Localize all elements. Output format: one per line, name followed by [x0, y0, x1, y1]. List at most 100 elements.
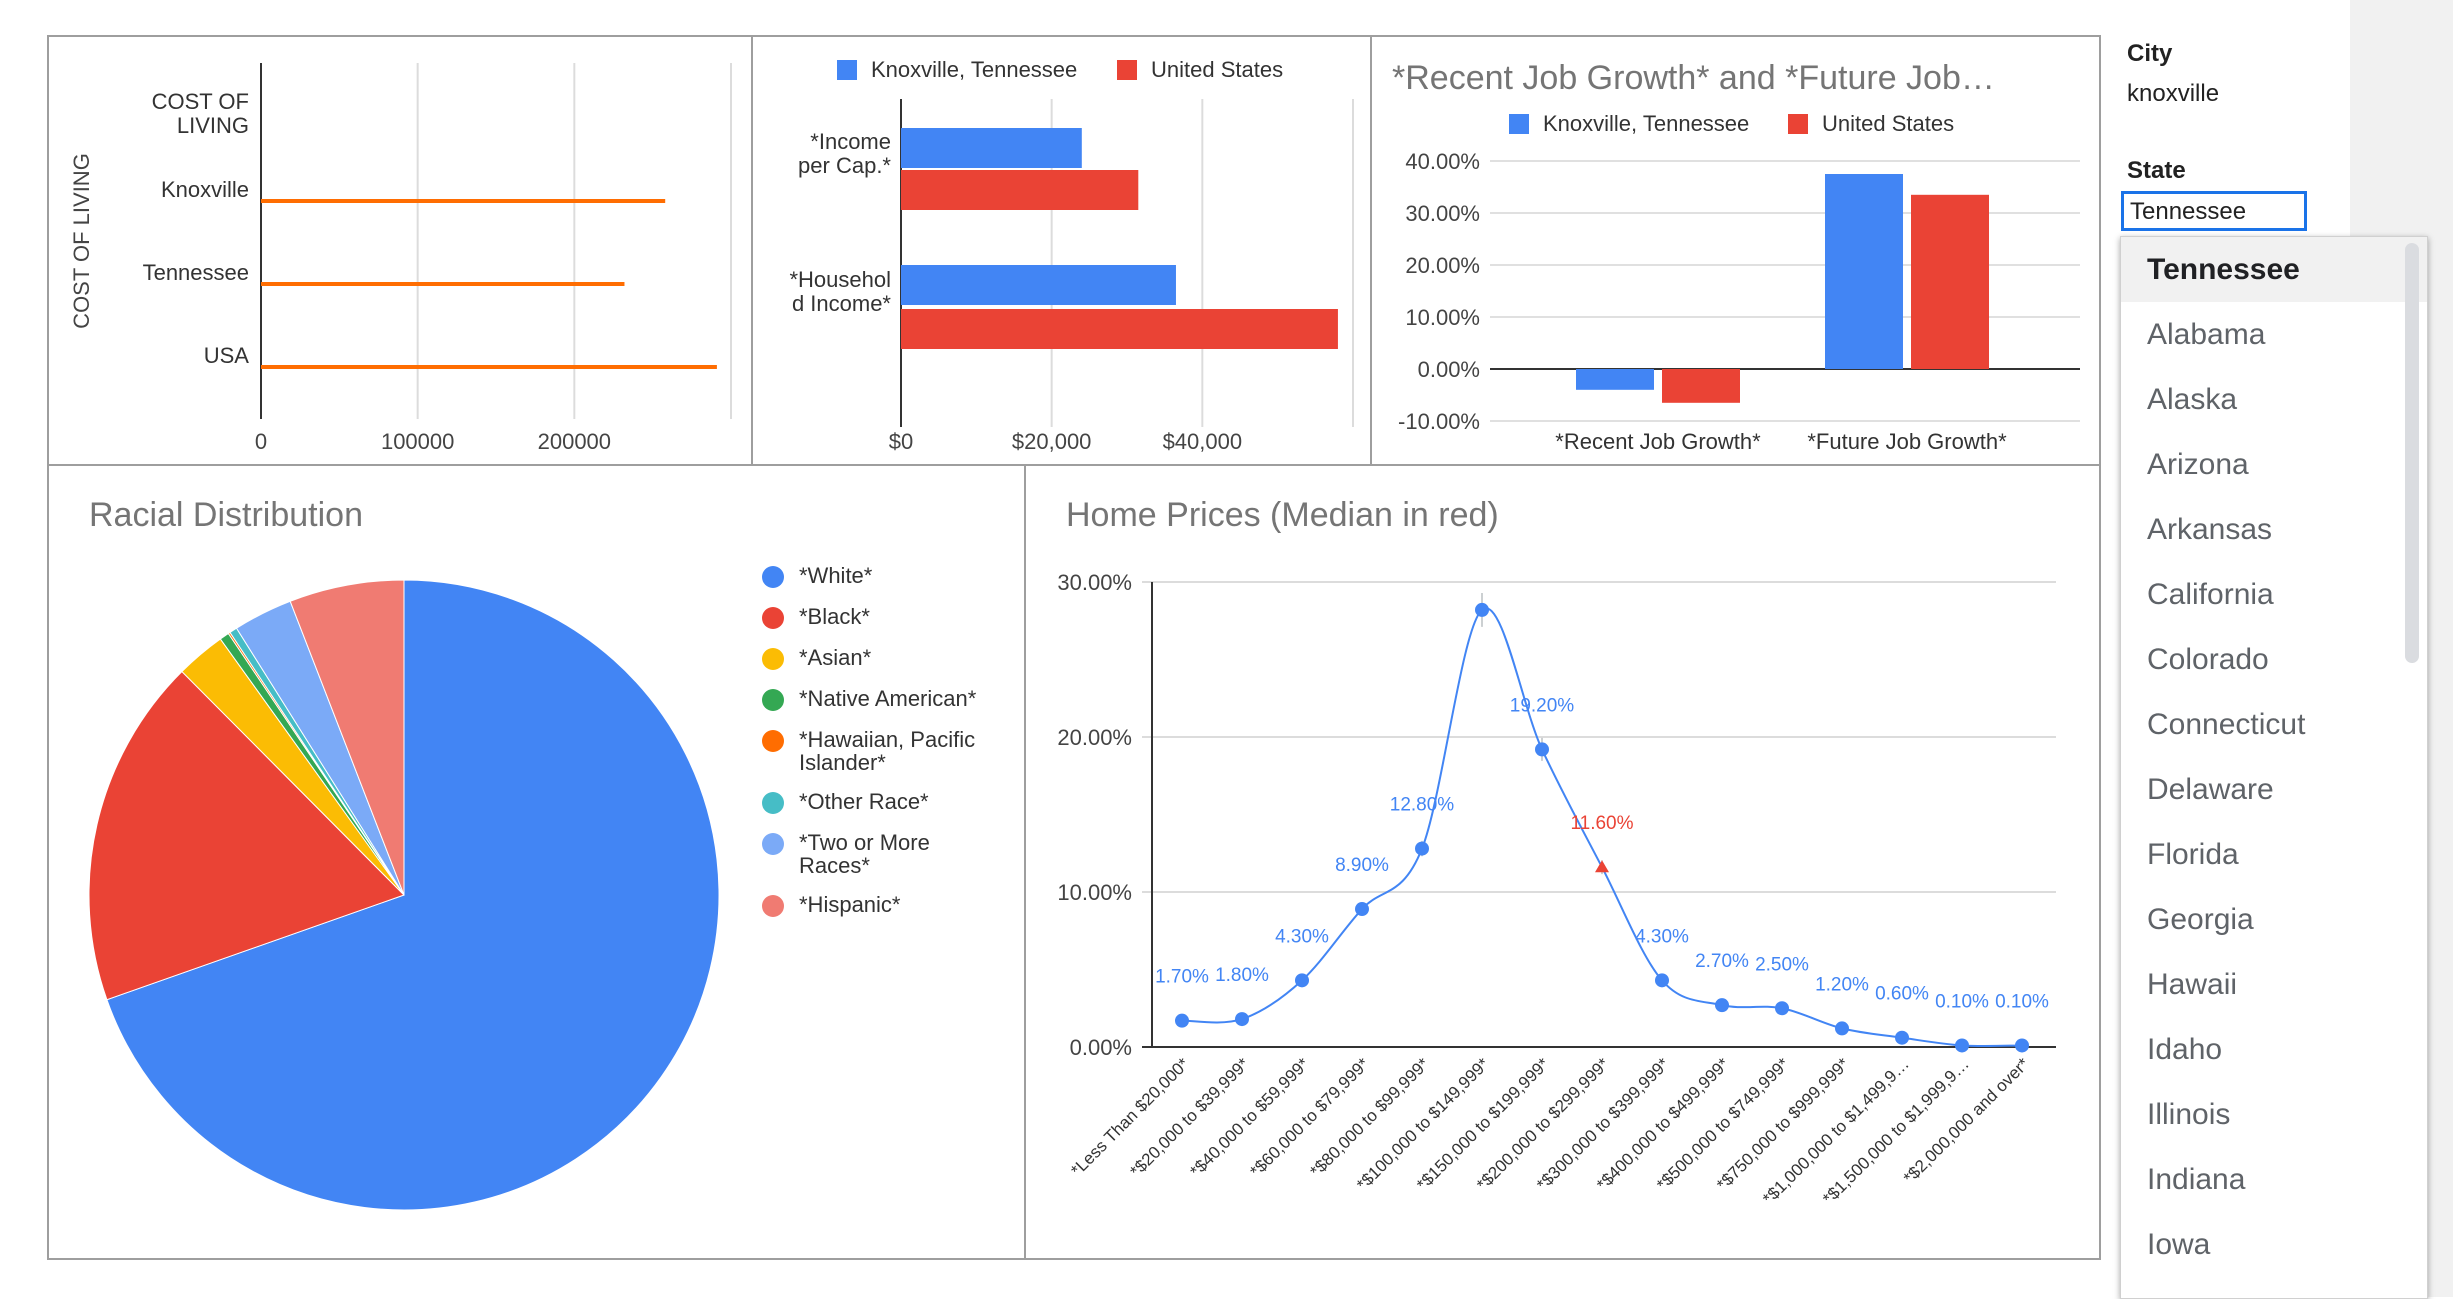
y-tick-label: 10.00% — [1405, 305, 1480, 330]
legend-swatch — [762, 730, 784, 752]
data-point — [1355, 902, 1369, 917]
data-label: 12.80% — [1390, 795, 1455, 816]
dropdown-scrollbar[interactable] — [2405, 243, 2419, 663]
dropdown-option[interactable]: Alaska — [2147, 383, 2238, 416]
legend-label: Islander* — [799, 750, 886, 775]
data-point — [1655, 973, 1669, 988]
income-chart: $0 $20,000 $40,000 Knoxville, Tennessee Unit… — [751, 35, 1372, 466]
y-category-label: Tennessee — [143, 260, 249, 285]
dropdown-option[interactable]: Indiana — [2147, 1163, 2246, 1196]
bar — [901, 265, 1176, 305]
legend-label: Knoxville, Tennessee — [1543, 111, 1749, 136]
y-tick-label: 0.00% — [1418, 357, 1480, 382]
data-point — [1715, 998, 1729, 1013]
data-label: 0.10% — [1935, 991, 1989, 1012]
dropdown-option[interactable]: Georgia — [2147, 903, 2254, 936]
data-label: 0.10% — [1995, 991, 2049, 1012]
data-label: 1.70% — [1155, 967, 1209, 988]
y-category-label: LIVING — [177, 113, 249, 138]
bar — [1662, 369, 1740, 403]
state-label: State — [2127, 157, 2186, 184]
legend-swatch — [762, 895, 784, 917]
y-category-label: *Househol — [789, 267, 891, 292]
bar — [261, 282, 625, 286]
pie-slice — [106, 579, 720, 1211]
legend-label: *Asian* — [799, 645, 872, 670]
legend-swatch — [1788, 114, 1808, 134]
dropdown-option[interactable]: Arkansas — [2147, 513, 2273, 546]
city-value[interactable]: knoxville — [2127, 80, 2220, 107]
data-label: 1.80% — [1215, 965, 1269, 986]
y-category-label: USA — [204, 343, 250, 368]
y-category-label: per Cap.* — [798, 153, 891, 178]
x-category-label: *$80,000 to $99,999* — [1306, 1054, 1433, 1181]
y-category-label: *Income — [810, 129, 891, 154]
data-label: 0.60% — [1875, 984, 1929, 1005]
legend-swatch — [762, 833, 784, 855]
dropdown-option[interactable]: Arizona — [2147, 448, 2249, 481]
data-point — [1175, 1013, 1189, 1028]
x-tick-label: $0 — [889, 429, 913, 454]
dropdown-option[interactable]: California — [2147, 578, 2274, 611]
state-input[interactable]: Tennessee — [2121, 191, 2307, 231]
legend-label: *Other Race* — [799, 789, 929, 814]
data-label: 4.30% — [1635, 926, 1689, 947]
data-label: 2.50% — [1755, 954, 1809, 975]
legend-swatch — [1117, 60, 1137, 80]
dropdown-option[interactable]: Delaware — [2147, 773, 2274, 806]
y-category-label: Knoxville — [161, 177, 249, 202]
x-category-label: *Less Than $20,000* — [1067, 1054, 1193, 1180]
y-tick-label: 30.00% — [1057, 570, 1132, 595]
dropdown-option[interactable]: Colorado — [2147, 643, 2269, 676]
median-point — [1595, 860, 1609, 873]
legend-label: *White* — [799, 563, 873, 588]
data-point — [1295, 973, 1309, 988]
dropdown-option[interactable]: Tennessee — [2121, 237, 2427, 302]
data-point — [1835, 1021, 1849, 1036]
legend-label: *Two or More — [799, 830, 930, 855]
dropdown-option[interactable]: Florida — [2147, 838, 2239, 871]
bar — [1825, 174, 1903, 369]
data-point — [1235, 1012, 1249, 1027]
legend-swatch — [762, 648, 784, 670]
data-label: 1.20% — [1815, 974, 1869, 995]
job-growth-chart: *Recent Job Growth* and *Future Job… Knox… — [1370, 35, 2101, 466]
x-tick-label: 0 — [255, 429, 267, 454]
dropdown-option[interactable]: Idaho — [2147, 1033, 2223, 1066]
x-category-label: *$60,000 to $79,999* — [1246, 1054, 1373, 1181]
dropdown-option[interactable]: Illinois — [2147, 1098, 2231, 1131]
legend-label: *Black* — [799, 604, 870, 629]
chart-title: Racial Distribution — [89, 496, 363, 534]
legend-swatch — [762, 566, 784, 588]
dropdown-option[interactable]: Hawaii — [2147, 968, 2238, 1001]
x-category-label: *Future Job Growth* — [1807, 429, 2007, 454]
state-dropdown[interactable]: Tennessee Alabama Alaska Arizona Arkansas Cal… — [2120, 236, 2428, 1299]
y-tick-label: 0.00% — [1070, 1035, 1132, 1060]
data-label: 19.20% — [1510, 695, 1575, 716]
y-tick-label: -10.00% — [1398, 409, 1480, 434]
legend-label: *Native American* — [799, 686, 977, 711]
dropdown-option[interactable]: Iowa — [2147, 1228, 2211, 1261]
y-tick-label: 30.00% — [1405, 201, 1480, 226]
x-category-label: *Recent Job Growth* — [1555, 429, 1761, 454]
chart-title: *Recent Job Growth* and *Future Job… — [1392, 59, 1995, 97]
x-tick-label: $20,000 — [1012, 429, 1092, 454]
data-label: 8.90% — [1335, 855, 1389, 876]
data-point — [2015, 1038, 2029, 1053]
data-point — [1775, 1001, 1789, 1016]
x-category-label: *$20,000 to $39,999* — [1126, 1054, 1253, 1181]
data-point — [1895, 1030, 1909, 1045]
dropdown-option[interactable]: Connecticut — [2147, 708, 2306, 741]
bar — [1911, 194, 1989, 369]
dropdown-option[interactable]: Alabama — [2147, 318, 2266, 351]
pie-slice — [88, 670, 405, 1001]
city-label: City — [2127, 40, 2173, 67]
x-tick-label: 100000 — [381, 429, 454, 454]
y-tick-label: 20.00% — [1057, 725, 1132, 750]
bar — [261, 199, 666, 203]
legend-label: *Hispanic* — [799, 892, 901, 917]
data-label: 11.60% — [1570, 813, 1633, 834]
bar — [901, 170, 1139, 210]
bar — [901, 128, 1082, 168]
legend-label: United States — [1822, 111, 1954, 136]
